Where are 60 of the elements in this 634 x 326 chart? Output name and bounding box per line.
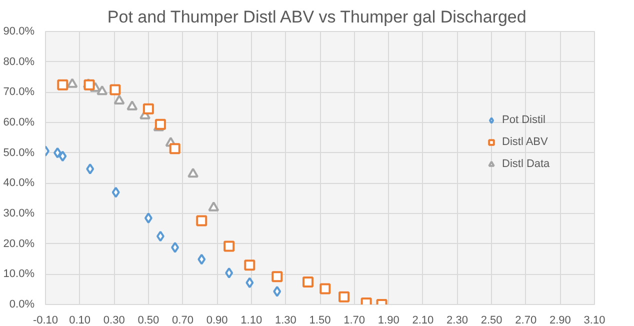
point	[114, 94, 125, 105]
point	[58, 150, 67, 162]
chart-title: Pot and Thumper Distl ABV vs Thumper gal Discharged	[107, 8, 526, 26]
point	[144, 212, 152, 224]
point	[66, 78, 78, 88]
point	[244, 260, 256, 271]
point	[110, 84, 121, 96]
point	[198, 254, 206, 265]
point	[338, 291, 350, 302]
point	[246, 277, 254, 288]
x-tick-label: -0.10	[32, 314, 58, 326]
x-tick-label: 2.10	[412, 314, 434, 326]
y-tick-label: 80.0%	[3, 56, 35, 68]
point	[142, 103, 154, 114]
x-tick-label: 2.90	[549, 314, 571, 326]
legend-label: Pot Distil	[502, 114, 546, 126]
y-tick-label: 0.0%	[9, 298, 35, 310]
x-tick-label: 2.50	[480, 314, 502, 326]
point	[320, 283, 331, 294]
point	[169, 143, 180, 154]
y-tick-label: 30.0%	[3, 208, 35, 220]
legend-label: Distl ABV	[502, 136, 548, 148]
x-tick-label: 1.70	[344, 314, 366, 326]
point	[96, 85, 108, 96]
x-tick-label: 2.30	[446, 314, 468, 326]
y-tick-label: 40.0%	[3, 177, 35, 190]
point	[156, 230, 164, 242]
x-tick-label: 3.10	[584, 314, 606, 326]
x-tick-label: 0.50	[138, 314, 160, 326]
y-tick-label: 60.0%	[3, 116, 35, 128]
point	[86, 163, 94, 174]
point	[224, 240, 235, 252]
x-tick-label: 0.70	[172, 314, 194, 326]
x-tick-label: 0.30	[103, 314, 125, 326]
point	[196, 215, 208, 226]
point	[57, 79, 68, 90]
point	[171, 242, 180, 253]
point	[208, 202, 220, 212]
point	[188, 168, 199, 178]
point	[154, 118, 166, 130]
y-tick-label: 90.0%	[3, 26, 35, 38]
point	[302, 276, 314, 288]
x-tick-label: 1.30	[274, 314, 296, 326]
point	[225, 267, 234, 278]
point	[54, 147, 62, 158]
legend-label: Distl Data	[502, 158, 550, 170]
y-tick-label: 20.0%	[3, 238, 35, 250]
x-tick-label: 1.10	[240, 314, 262, 326]
x-tick-label: 0.10	[69, 314, 91, 326]
point	[272, 271, 283, 282]
y-tick-label: 70.0%	[3, 86, 35, 98]
point	[273, 286, 282, 297]
x-tick-label: 1.90	[378, 314, 400, 326]
x-tick-label: 1.50	[309, 314, 331, 326]
point	[126, 100, 138, 110]
y-tick-label: 50.0%	[3, 146, 35, 159]
point	[112, 186, 120, 198]
x-tick-label: 2.70	[515, 314, 537, 326]
x-tick-label: 0.90	[206, 314, 228, 326]
y-tick-label: 10.0%	[3, 268, 35, 280]
